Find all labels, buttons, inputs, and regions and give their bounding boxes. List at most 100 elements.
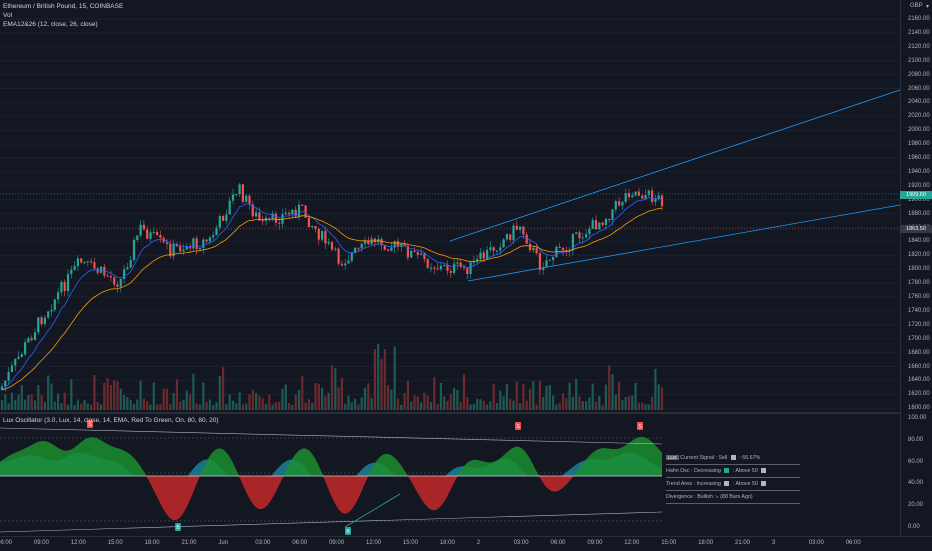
candle xyxy=(591,220,594,229)
candle xyxy=(7,371,10,381)
volume-bar xyxy=(396,398,400,410)
hahn-osc-label: Hahn Osc xyxy=(666,468,690,474)
volume-legend[interactable]: Vol xyxy=(3,12,13,19)
time-tick-label: 03:00 xyxy=(513,540,529,546)
volume-bar xyxy=(297,389,301,410)
candle xyxy=(212,235,215,238)
candlestick-chart[interactable] xyxy=(0,0,900,412)
volume-bar xyxy=(552,395,555,410)
candle xyxy=(571,233,574,250)
candle xyxy=(561,247,565,251)
volume-bar xyxy=(225,404,228,410)
candle xyxy=(512,225,515,240)
volume-bar xyxy=(383,348,386,410)
candle xyxy=(43,317,46,325)
price-axis[interactable]: GBP ▾ 2160.00 2140.00 2120.00 2100.00 2080.0… xyxy=(900,0,932,536)
candle xyxy=(83,262,86,264)
chevron-down-icon[interactable]: ▾ xyxy=(926,4,930,10)
volume-bar xyxy=(83,400,86,410)
volume-bar xyxy=(538,380,541,410)
candle xyxy=(433,267,436,269)
volume-bar xyxy=(261,398,264,410)
volume-bar xyxy=(106,378,109,410)
candle xyxy=(598,222,601,230)
price-tick-label: 1960.00 xyxy=(908,155,930,161)
candle xyxy=(142,224,145,230)
time-axis[interactable]: 06:00 09:00 12:00 15:00 18:00 21:00 Jun 03:00 06… xyxy=(0,536,932,551)
time-tick-label: 09:00 xyxy=(329,540,345,546)
volume-bar xyxy=(403,392,406,410)
candle xyxy=(552,257,555,260)
signal-marker: B xyxy=(345,527,351,535)
candle xyxy=(321,231,324,240)
candle xyxy=(575,232,578,234)
osc-tick-label: 0.00 xyxy=(908,524,920,530)
volume-bar xyxy=(27,395,30,410)
oscillator-title[interactable]: Lux Oscillator (3.0, Lux, 14, close, 14,… xyxy=(3,417,219,424)
volume-bar xyxy=(63,392,66,410)
time-tick-label: 12:00 xyxy=(624,540,640,546)
candle xyxy=(357,247,360,249)
volume-bar xyxy=(274,402,277,410)
candle xyxy=(406,246,409,258)
volume-bar xyxy=(149,404,152,410)
table-row-signal: LUX Current Signal : Sell : 66.67% xyxy=(666,452,800,465)
lux-badge: LUX xyxy=(666,455,679,460)
candle xyxy=(492,247,495,251)
volume-bar xyxy=(238,392,241,410)
volume-bar xyxy=(340,377,343,410)
osc-tick-label: 60.00 xyxy=(908,458,924,465)
volume-bar xyxy=(439,382,442,410)
volume-bar xyxy=(548,384,551,410)
signal-swatch xyxy=(730,455,736,461)
volume-bar xyxy=(119,388,122,410)
currency-label[interactable]: GBP xyxy=(910,3,923,9)
candle xyxy=(588,228,591,235)
current-price-tag: 1909.60 xyxy=(900,191,932,199)
price-tick-label: 1620.00 xyxy=(908,391,930,398)
volume-bar xyxy=(631,395,634,410)
volume-bar xyxy=(410,401,413,410)
price-tick-label: 1840.00 xyxy=(908,238,930,245)
volume-bar xyxy=(618,382,621,410)
price-tick-label: 1640.00 xyxy=(908,377,930,384)
volume-bar xyxy=(528,388,532,410)
volume-bar xyxy=(495,403,499,410)
volume-bar xyxy=(429,401,433,410)
candle xyxy=(297,204,301,217)
volume-bar xyxy=(446,400,449,410)
candle xyxy=(179,246,182,252)
volume-bar xyxy=(532,380,535,410)
volume-bar xyxy=(637,402,640,410)
volume-bar xyxy=(588,397,591,410)
volume-bar xyxy=(542,397,545,410)
candle xyxy=(604,219,607,226)
oscillator-pane[interactable]: S S S B B Lux Oscillator (3.0, Lux, 14, clos… xyxy=(0,414,900,536)
candle xyxy=(301,204,304,206)
volume-bar xyxy=(614,394,617,410)
bullish-divergence-line xyxy=(0,511,663,533)
candle xyxy=(360,243,363,249)
lux-info-table: LUX Current Signal : Sell : 66.67% Hahn … xyxy=(666,452,800,504)
current-signal-value: : 66.67% xyxy=(739,455,761,461)
ema-legend[interactable]: EMA12&26 (12, close, 26, close) xyxy=(3,21,98,28)
price-tick-label: 1700.00 xyxy=(908,335,930,342)
current-signal-label: Current Signal : Sell xyxy=(680,455,728,461)
osc-tick-label: 80.00 xyxy=(908,436,924,443)
pane-separator[interactable] xyxy=(0,412,932,414)
table-row-divergence: Divergence : Bullish ↘ (88 Bars Ago) xyxy=(666,491,800,504)
symbol-title[interactable]: Ethereum / British Pound, 15, COINBASE xyxy=(3,3,124,10)
signal-marker-label: S xyxy=(88,422,92,428)
candle xyxy=(317,228,320,240)
price-chart-pane[interactable]: Ethereum / British Pound, 15, COINBASE V… xyxy=(0,0,900,412)
volume-bar xyxy=(594,401,598,410)
candle xyxy=(294,209,297,217)
trend-extra-swatch xyxy=(761,481,767,487)
volume-bar xyxy=(443,396,446,410)
volume-bar xyxy=(271,404,274,410)
candle xyxy=(17,356,20,359)
candle xyxy=(198,247,202,250)
price-tick-label: 1980.00 xyxy=(908,141,930,148)
volume-bar xyxy=(462,373,466,410)
price-tick-label: 1760.00 xyxy=(908,294,930,300)
